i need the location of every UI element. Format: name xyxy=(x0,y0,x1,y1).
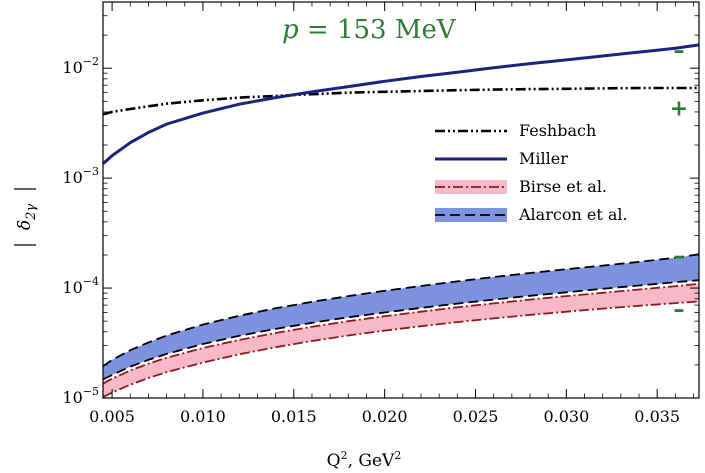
y-axis-label: δ2γ xyxy=(14,188,39,246)
legend-entry-birse-et-al: Birse et al. xyxy=(435,177,607,196)
minus-sign: – xyxy=(674,38,685,63)
x-tick-label: 0.015 xyxy=(271,407,317,426)
x-axis-label: Q2, GeV2 xyxy=(327,449,402,471)
y-tick-label-exp: −3 xyxy=(83,165,99,178)
y-axis-label-base: δ xyxy=(15,220,35,230)
y-tick-label: 10−2 xyxy=(62,55,99,77)
x-tick-label: 0.020 xyxy=(362,407,408,426)
legend-label-feshbach: Feshbach xyxy=(519,121,596,140)
legend-label-alarcon-et-al: Alarcon et al. xyxy=(518,205,628,224)
legend-entry-feshbach: Feshbach xyxy=(435,121,596,140)
y-tick-label-exp: −2 xyxy=(83,55,99,68)
x-axis-label-unit: , GeV xyxy=(348,451,395,471)
annotation-equation: = 153 MeV xyxy=(299,15,457,45)
y-tick-label-base: 10 xyxy=(62,58,82,77)
momentum-annotation: p = 153 MeV xyxy=(282,15,457,45)
legend: Feshbach Miller Birse et al. Alarcon et al. xyxy=(435,121,628,224)
alarcon-et-al-upper-line xyxy=(102,253,700,367)
y-tick-label-base: 10 xyxy=(62,168,82,187)
y-axis-label-text: δ2γ xyxy=(15,204,39,231)
legend-entry-alarcon-et-al: Alarcon et al. xyxy=(435,205,628,224)
x-axis-label-base: Q xyxy=(327,451,341,471)
plus-sign: + xyxy=(670,96,688,121)
minus-sign: – xyxy=(674,244,685,269)
legend-label-birse-et-al: Birse et al. xyxy=(519,177,607,196)
x-axis-label-unit-sup: 2 xyxy=(394,449,401,462)
axes xyxy=(102,1,700,399)
y-tick-label-exp: −5 xyxy=(83,385,99,398)
bands xyxy=(103,254,699,398)
annotation-variable: p xyxy=(282,15,299,45)
birse-et-al-band xyxy=(103,283,699,398)
birse-et-al-lower-line xyxy=(102,300,700,398)
y-tick-label-base: 10 xyxy=(62,388,82,407)
y-tick-label: 10−5 xyxy=(62,385,99,407)
legend-label-miller: Miller xyxy=(519,149,568,168)
sign-markers: – + – – xyxy=(670,38,688,322)
x-tick-label: 0.005 xyxy=(89,407,135,426)
birse-et-al-upper-line xyxy=(102,283,700,385)
y-tick-label-base: 10 xyxy=(62,278,82,297)
ticks: 0.005 0.010 0.015 0.020 0.025 0.030 0.03510−51… xyxy=(62,1,699,426)
x-tick-label: 0.025 xyxy=(453,407,499,426)
y-axis-label-sub: 2γ xyxy=(24,204,39,221)
minus-sign: – xyxy=(674,297,685,322)
alarcon-et-al-lower-line xyxy=(102,279,700,381)
y-tick-label: 10−4 xyxy=(62,275,99,297)
legend-entry-miller: Miller xyxy=(435,149,568,168)
x-tick-label: 0.030 xyxy=(543,407,589,426)
alarcon-et-al-band xyxy=(103,254,699,380)
y-tick-label: 10−3 xyxy=(62,165,99,187)
y-tick-label-exp: −4 xyxy=(83,275,99,288)
feshbach-line xyxy=(102,86,699,116)
lines xyxy=(102,43,700,398)
x-tick-label: 0.035 xyxy=(634,407,680,426)
plot-frame xyxy=(102,1,700,399)
x-axis-label-sup: 2 xyxy=(341,449,348,462)
x-tick-label: 0.010 xyxy=(180,407,226,426)
miller-line xyxy=(102,43,700,165)
